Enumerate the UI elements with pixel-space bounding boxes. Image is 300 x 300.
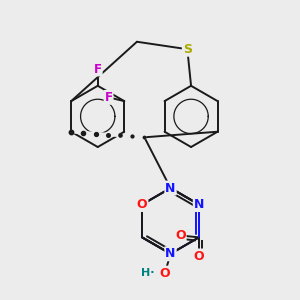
- Point: [81, 130, 86, 135]
- Point: [69, 129, 74, 134]
- Text: N: N: [194, 198, 204, 211]
- Text: O: O: [160, 267, 170, 280]
- Text: O: O: [175, 229, 186, 242]
- Text: S: S: [183, 43, 192, 56]
- Text: F: F: [105, 91, 112, 104]
- Point: [118, 133, 122, 138]
- Text: O: O: [194, 250, 204, 262]
- Point: [130, 134, 135, 139]
- Text: N: N: [165, 247, 176, 260]
- Point: [105, 132, 110, 137]
- Point: [93, 131, 98, 136]
- Text: O: O: [137, 198, 147, 211]
- Text: N: N: [165, 182, 176, 195]
- Text: F: F: [94, 62, 102, 76]
- Point: [142, 135, 147, 140]
- Text: H·: H·: [141, 268, 155, 278]
